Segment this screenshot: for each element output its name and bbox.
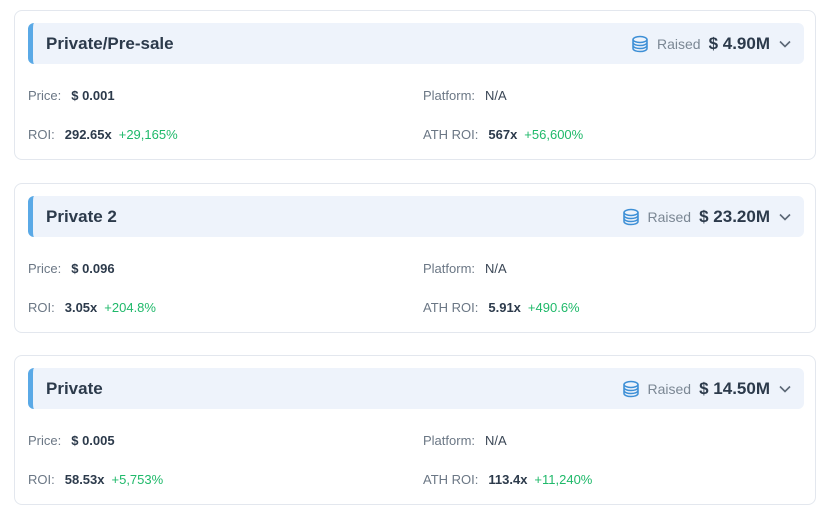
platform-value: N/A — [485, 261, 507, 276]
ath-roi-value: 567x — [488, 127, 518, 142]
chevron-down-icon[interactable] — [778, 37, 792, 51]
round-header[interactable]: Private/Pre-sale Raised $ 4.90M — [28, 23, 804, 64]
platform-field: Platform: N/A — [423, 433, 507, 448]
price-field: Price: $ 0.096 — [28, 261, 423, 276]
price-label: Price: — [28, 88, 62, 103]
raised-value: $ 4.90M — [708, 33, 770, 53]
raised-label: Raised — [656, 35, 701, 52]
roi-percent: +204.8% — [104, 300, 156, 315]
round-name: Private 2 — [46, 206, 117, 226]
ath-roi-value: 113.4x — [488, 472, 528, 487]
ath-roi-field: ATH ROI: 5.91x +490.6% — [423, 300, 580, 315]
info-row: ROI: 58.53x +5,753% ATH ROI: 113.4x +11,… — [28, 472, 804, 487]
round-card: Private Raised $ 14.50M Price: $ 0.0 — [14, 355, 816, 505]
roi-percent: +5,753% — [111, 472, 164, 487]
ath-roi-percent: +11,240% — [534, 472, 593, 487]
ath-roi-field: ATH ROI: 567x +56,600% — [423, 127, 583, 142]
raised-value: $ 23.20M — [699, 206, 770, 226]
roi-field: ROI: 292.65x +29,165% — [28, 127, 423, 142]
platform-field: Platform: N/A — [423, 261, 507, 276]
platform-label: Platform: — [423, 88, 476, 103]
round-card: Private/Pre-sale Raised $ 4.90M Price: — [14, 10, 816, 160]
platform-label: Platform: — [423, 261, 476, 276]
price-label: Price: — [28, 261, 62, 276]
platform-value: N/A — [485, 88, 507, 103]
roi-field: ROI: 58.53x +5,753% — [28, 472, 423, 487]
ath-roi-label: ATH ROI: — [423, 300, 479, 315]
roi-label: ROI: — [28, 300, 55, 315]
raised-label: Raised — [647, 208, 692, 225]
round-card: Private 2 Raised $ 23.20M Price: $ 0 — [14, 183, 816, 333]
chevron-down-icon[interactable] — [778, 382, 792, 396]
info-row: Price: $ 0.096 Platform: N/A — [28, 261, 804, 276]
roi-value: 58.53x — [64, 472, 105, 487]
platform-field: Platform: N/A — [423, 88, 507, 103]
info-row: ROI: 3.05x +204.8% ATH ROI: 5.91x +490.6… — [28, 300, 804, 315]
platform-value: N/A — [485, 433, 507, 448]
coins-icon — [620, 380, 642, 398]
ath-roi-value: 5.91x — [488, 300, 521, 315]
roi-percent: +29,165% — [118, 127, 178, 142]
info-row: Price: $ 0.005 Platform: N/A — [28, 433, 804, 448]
raised-label: Raised — [647, 380, 692, 397]
price-value: $ 0.005 — [71, 433, 115, 448]
coins-icon — [629, 35, 651, 53]
price-value: $ 0.001 — [71, 88, 115, 103]
round-header[interactable]: Private 2 Raised $ 23.20M — [28, 196, 804, 237]
chevron-down-icon[interactable] — [778, 210, 792, 224]
coins-icon — [620, 208, 642, 226]
roi-label: ROI: — [28, 472, 55, 487]
price-field: Price: $ 0.005 — [28, 433, 423, 448]
roi-label: ROI: — [28, 127, 55, 142]
ath-roi-label: ATH ROI: — [423, 472, 479, 487]
roi-field: ROI: 3.05x +204.8% — [28, 300, 423, 315]
roi-value: 3.05x — [64, 300, 98, 315]
roi-value: 292.65x — [64, 127, 112, 142]
price-field: Price: $ 0.001 — [28, 88, 423, 103]
raised-group: Raised $ 23.20M — [620, 207, 792, 227]
info-row: ROI: 292.65x +29,165% ATH ROI: 567x +56,… — [28, 127, 804, 142]
round-header[interactable]: Private Raised $ 14.50M — [28, 368, 804, 409]
raised-group: Raised $ 4.90M — [629, 34, 792, 54]
ath-roi-label: ATH ROI: — [423, 127, 479, 142]
raised-value: $ 14.50M — [699, 378, 770, 398]
ath-roi-field: ATH ROI: 113.4x +11,240% — [423, 472, 592, 487]
ath-roi-percent: +56,600% — [524, 127, 584, 142]
round-name: Private — [46, 378, 103, 398]
price-label: Price: — [28, 433, 62, 448]
info-row: Price: $ 0.001 Platform: N/A — [28, 88, 804, 103]
price-value: $ 0.096 — [71, 261, 115, 276]
ath-roi-percent: +490.6% — [527, 300, 580, 315]
raised-group: Raised $ 14.50M — [620, 379, 792, 399]
round-name: Private/Pre-sale — [46, 33, 174, 53]
platform-label: Platform: — [423, 433, 476, 448]
